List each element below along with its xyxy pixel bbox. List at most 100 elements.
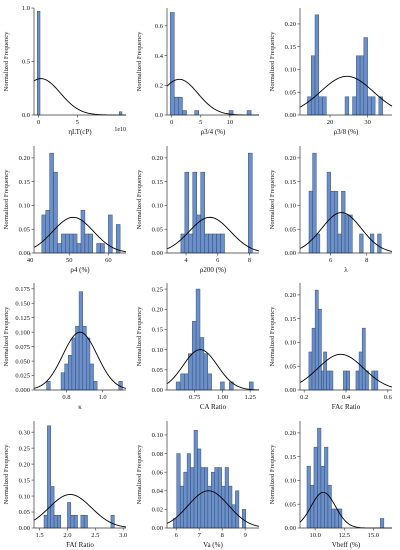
y-tick-label: 0.10 bbox=[285, 477, 296, 484]
histogram-bar bbox=[334, 508, 339, 528]
x-tick-label: 60 bbox=[105, 257, 112, 264]
y-tick-label: 0.04 bbox=[152, 487, 164, 494]
panel-etaLT: 0 5 0.0 0.5 1.0 ηLT(cP) Normalized Frequency 1e… bbox=[0, 0, 133, 138]
histogram-bar bbox=[47, 425, 51, 528]
histogram-bar bbox=[352, 96, 357, 116]
y-tick-label: 0.15 bbox=[285, 44, 296, 51]
normal-fit-curve bbox=[166, 216, 260, 251]
histogram-bar bbox=[53, 514, 58, 528]
y-axis-title: Normalized Frequency bbox=[3, 443, 10, 503]
y-tick-label: 0.00 bbox=[152, 387, 163, 394]
x-tick-label: 0.6 bbox=[384, 394, 393, 401]
y-tick-label: 0.10 bbox=[19, 493, 30, 500]
x-tick-label: 0 bbox=[37, 119, 40, 126]
histogram-bar bbox=[355, 370, 360, 391]
x-axis-title: κ bbox=[78, 403, 82, 411]
x-tick-label: 0.75 bbox=[189, 394, 200, 401]
x-tick-label: 20 bbox=[327, 119, 334, 126]
histogram-bar bbox=[46, 381, 51, 391]
histogram-bar bbox=[359, 55, 365, 116]
chart-lambda: 6 8 0.00 0.05 0.10 0.15 0.20 λ Normalized Freque… bbox=[269, 145, 393, 274]
x-axis-multiplier: 1e10 bbox=[114, 127, 126, 133]
histogram-bar bbox=[224, 466, 229, 528]
histogram-bar bbox=[204, 466, 209, 528]
x-tick-label: 5 bbox=[76, 119, 79, 126]
histogram-bar bbox=[192, 171, 197, 253]
x-axis-title: ηLT(cP) bbox=[68, 128, 92, 136]
x-tick-label: 9 bbox=[244, 532, 247, 539]
histogram-bar bbox=[60, 372, 65, 391]
histogram-bar bbox=[118, 111, 123, 116]
histogram-bar bbox=[178, 96, 183, 116]
chart-faf-ratio: 1.5 2.0 2.5 3.0 0.00 0.05 0.10 0.15 0.20 0.25 0.30… bbox=[3, 420, 127, 549]
histogram-bar bbox=[65, 233, 70, 253]
histogram-bar bbox=[43, 514, 48, 528]
y-tick-label: 0.00 bbox=[19, 250, 30, 257]
y-axis-title: Normalized Frequency bbox=[136, 168, 143, 228]
histogram-bar bbox=[377, 233, 382, 253]
y-tick-label: 0.00 bbox=[152, 525, 163, 532]
histogram-bar bbox=[359, 233, 364, 253]
histogram-bar bbox=[186, 452, 191, 528]
x-tick-label: 0.4 bbox=[342, 394, 351, 401]
histogram-bar bbox=[71, 337, 76, 391]
histogram-bar bbox=[89, 363, 94, 391]
x-tick-label: 3.0 bbox=[119, 532, 127, 539]
y-tick-label: 0.20 bbox=[285, 292, 296, 299]
histogram-bar bbox=[41, 214, 46, 253]
panel-ca-ratio: 0.75 1.00 1.25 0.00 0.05 0.10 0.15 0.20 0.25 CA R… bbox=[133, 275, 266, 413]
chart-fac-ratio: 0.2 0.4 0.6 0.00 0.05 0.10 0.15 0.20 FAc Ratio No… bbox=[269, 283, 393, 411]
histogram-bar bbox=[76, 242, 82, 253]
x-tick-label: 40 bbox=[27, 257, 34, 264]
normal-fit-curve bbox=[299, 75, 393, 108]
histogram-bar bbox=[37, 10, 41, 116]
x-tick-label: 4 bbox=[184, 257, 188, 264]
y-tick-label: 0.150 bbox=[15, 300, 30, 307]
y-tick-label: 0.6 bbox=[155, 23, 164, 30]
y-tick-label: 0.050 bbox=[15, 358, 30, 365]
histogram-bar bbox=[184, 373, 189, 391]
histogram-bar bbox=[61, 233, 66, 253]
y-tick-label: 0.00 bbox=[285, 525, 296, 532]
histogram-bar bbox=[337, 233, 342, 253]
chart-kappa: 0.8 1.0 0.000 0.025 0.050 0.075 0.100 0.125 0.15… bbox=[3, 283, 127, 411]
y-tick-label: 0.05 bbox=[285, 226, 296, 233]
histogram-bar bbox=[64, 363, 69, 391]
normal-fit-curve bbox=[33, 78, 126, 116]
histogram-bar bbox=[330, 190, 335, 253]
histogram-bar bbox=[308, 190, 313, 253]
histogram-bar bbox=[344, 214, 349, 253]
histogram-bar bbox=[72, 233, 78, 253]
x-tick-label: 12.5 bbox=[339, 532, 350, 539]
histogram-bar bbox=[324, 446, 329, 528]
histogram-bar bbox=[86, 337, 91, 391]
histogram-bar bbox=[315, 233, 321, 253]
y-tick-label: 0.15 bbox=[152, 178, 163, 185]
normal-fit-curve bbox=[33, 493, 127, 527]
y-tick-label: 0.00 bbox=[285, 112, 296, 119]
histogram-bar bbox=[73, 514, 78, 528]
y-tick-label: 0.2 bbox=[155, 82, 163, 89]
histogram-bar bbox=[249, 381, 254, 391]
chart-rho38: 20 30 0.00 0.05 0.10 0.15 0.20 ρ3/8 (%) Normaliz… bbox=[269, 8, 393, 136]
normal-fit-curve bbox=[33, 216, 127, 252]
histogram-bar bbox=[231, 503, 236, 528]
x-tick-label: 0.8 bbox=[62, 394, 70, 401]
histogram-bar bbox=[67, 501, 72, 528]
histogram-bar bbox=[371, 96, 376, 116]
x-tick-label: 1.25 bbox=[244, 394, 255, 401]
y-axis-title: Normalized Frequency bbox=[136, 31, 143, 91]
x-tick-label: 8 bbox=[221, 532, 224, 539]
y-tick-label: 0.05 bbox=[285, 89, 296, 96]
y-tick-label: 0.025 bbox=[15, 373, 30, 380]
y-tick-label: 0.05 bbox=[152, 367, 163, 374]
y-tick-label: 0.175 bbox=[15, 286, 30, 293]
panel-rho34: 0 5 10 0.0 0.2 0.4 0.6 ρ3/4 (%) Normalized Frequ… bbox=[133, 0, 266, 138]
y-axis-title: Normalized Frequency bbox=[269, 443, 276, 503]
histogram-bar bbox=[306, 465, 311, 528]
histogram-bar bbox=[83, 514, 88, 528]
y-tick-label: 0.10 bbox=[152, 347, 163, 354]
y-axis-title: Normalized Frequency bbox=[136, 306, 143, 366]
x-tick-label: 7 bbox=[198, 532, 202, 539]
